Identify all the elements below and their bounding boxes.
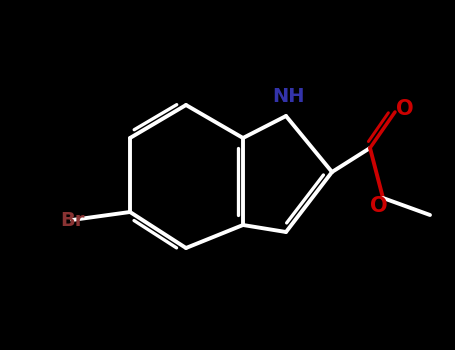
Text: NH: NH: [272, 87, 304, 106]
Text: O: O: [370, 196, 388, 216]
Text: O: O: [396, 99, 414, 119]
Text: Br: Br: [60, 210, 84, 230]
